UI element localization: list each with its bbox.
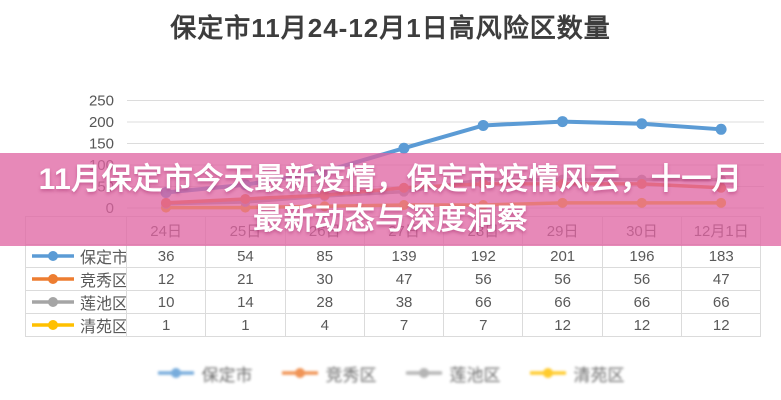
series-name: 莲池区 (80, 296, 127, 313)
table-value-cell: 7 (364, 314, 445, 337)
table-value-cell: 1 (127, 314, 207, 337)
table-value-cell: 10 (127, 291, 207, 314)
legend-key-icon (32, 274, 74, 284)
legend-key-icon (281, 368, 318, 378)
chart-legend: 保定市 竞秀区 莲池区 清苑区 (0, 356, 781, 390)
table-value-cell: 28 (285, 291, 365, 314)
legend-item: 竞秀区 (281, 361, 377, 386)
legend-key-icon (32, 297, 74, 307)
legend-label: 莲池区 (449, 365, 501, 385)
table-row-label: 竞秀区 (26, 268, 127, 291)
table-row-label: 清苑区 (26, 314, 127, 337)
chart-title: 保定市11月24-12月1日高风险区数量 (170, 13, 611, 43)
series-point (636, 118, 648, 130)
table-value-cell: 7 (444, 314, 524, 337)
table-value-cell: 47 (364, 268, 445, 291)
legend-item: 莲池区 (405, 361, 501, 386)
series-point (477, 119, 489, 131)
table-value-cell: 66 (523, 291, 603, 314)
table-value-cell: 66 (444, 291, 524, 314)
table-value-cell: 12 (523, 314, 603, 337)
series-point (398, 142, 410, 154)
series-name: 清苑区 (80, 319, 127, 336)
table-value-cell: 201 (523, 245, 603, 268)
table-value-cell: 14 (206, 291, 286, 314)
series-point (557, 116, 568, 128)
series-point (715, 123, 727, 135)
table-value-cell: 47 (682, 268, 762, 291)
table-value-cell: 12 (127, 268, 207, 291)
legend-key-icon (32, 251, 74, 261)
legend-label: 保定市 (201, 365, 253, 385)
y-axis-tick-label: 150 (89, 136, 114, 153)
table-value-cell: 12 (602, 314, 683, 337)
legend-label: 清苑区 (573, 365, 625, 385)
table-value-cell: 139 (364, 245, 445, 268)
table-value-cell: 12 (682, 314, 762, 337)
series-name: 竞秀区 (80, 273, 127, 290)
legend-key-icon (529, 368, 566, 378)
table-value-cell: 1 (206, 314, 286, 337)
y-axis-tick-label: 200 (89, 114, 114, 131)
table-value-cell: 21 (206, 268, 286, 291)
table-value-cell: 54 (206, 245, 286, 268)
legend-item: 清苑区 (529, 361, 625, 386)
table-value-cell: 183 (682, 245, 762, 268)
legend-key-icon (157, 368, 194, 378)
table-row-label: 莲池区 (26, 291, 127, 314)
y-axis-tick-label: 250 (89, 93, 114, 110)
table-value-cell: 192 (444, 245, 524, 268)
legend-item: 保定市 (157, 361, 253, 386)
table-value-cell: 38 (364, 291, 445, 314)
overlay-banner: 11月保定市今天最新疫情，保定市疫情风云，十一月 最新动态与深度洞察 (0, 153, 781, 246)
table-value-cell: 56 (523, 268, 603, 291)
table-value-cell: 85 (285, 245, 365, 268)
table-value-cell: 196 (602, 245, 683, 268)
overlay-banner-line1: 11月保定市今天最新疫情，保定市疫情风云，十一月 (38, 162, 743, 196)
legend-label: 竞秀区 (325, 365, 377, 385)
table-value-cell: 56 (444, 268, 524, 291)
table-value-cell: 36 (127, 245, 207, 268)
series-name: 保定市 (80, 250, 127, 267)
table-row-label: 保定市 (26, 245, 127, 268)
table-value-cell: 56 (602, 268, 683, 291)
table-value-cell: 30 (285, 268, 365, 291)
table-value-cell: 66 (682, 291, 762, 314)
overlay-banner-line2: 最新动态与深度洞察 (253, 202, 528, 236)
legend-key-icon (32, 320, 74, 330)
table-value-cell: 4 (285, 314, 365, 337)
legend-key-icon (405, 368, 442, 378)
table-value-cell: 66 (602, 291, 683, 314)
